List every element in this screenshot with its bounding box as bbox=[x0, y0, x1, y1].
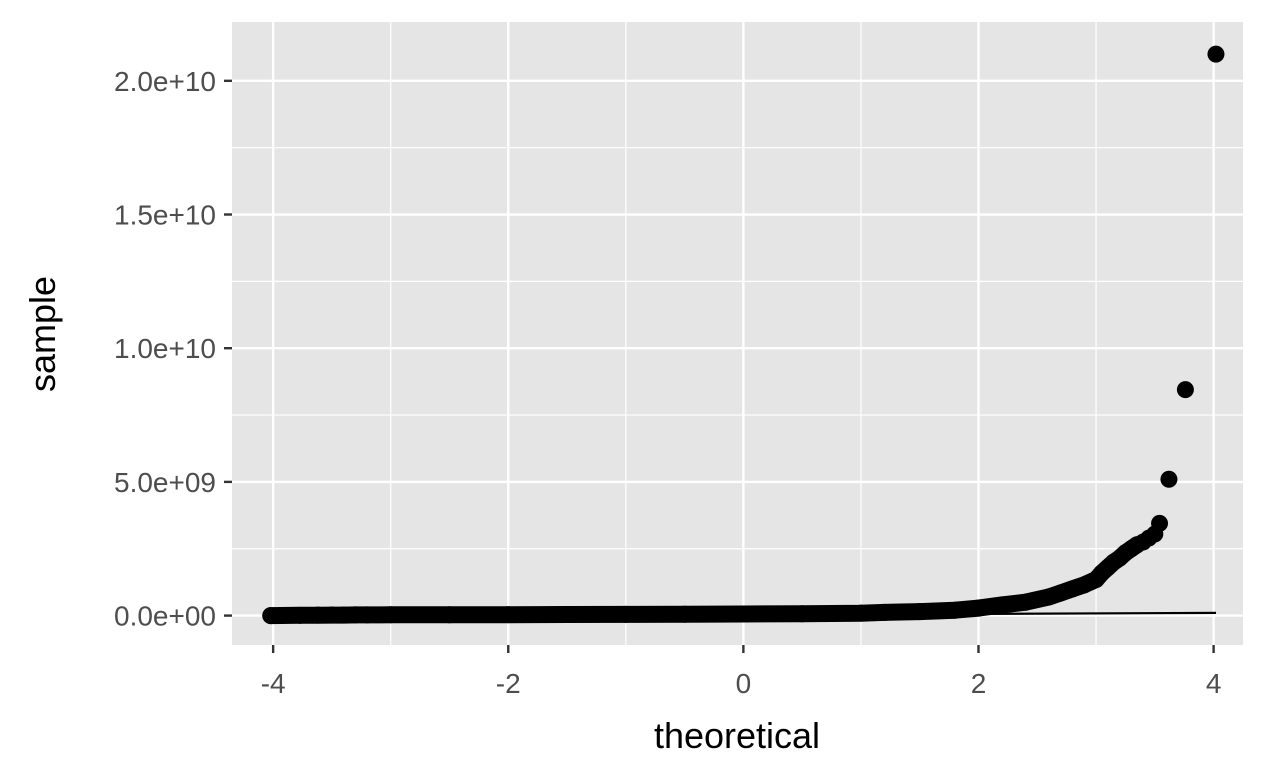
y-tick-label: 1.0e+10 bbox=[114, 333, 216, 364]
data-point bbox=[558, 606, 576, 624]
y-axis-title: sample bbox=[22, 276, 63, 392]
data-point bbox=[617, 605, 635, 623]
data-point bbox=[262, 607, 280, 625]
data-point bbox=[291, 606, 309, 624]
x-tick-label: 0 bbox=[736, 668, 752, 699]
data-points bbox=[262, 45, 1225, 625]
data-point bbox=[346, 606, 364, 624]
data-point bbox=[1017, 593, 1035, 611]
data-point bbox=[993, 596, 1011, 614]
data-point bbox=[335, 606, 353, 624]
data-point bbox=[852, 604, 870, 622]
x-axis-title: theoretical bbox=[654, 715, 820, 756]
panel-background bbox=[232, 22, 1243, 645]
x-tick-label: 2 bbox=[971, 668, 987, 699]
data-point bbox=[499, 606, 517, 624]
data-point bbox=[1160, 470, 1178, 488]
data-point bbox=[1151, 514, 1169, 532]
data-point bbox=[382, 606, 400, 624]
x-tick-label: -2 bbox=[496, 668, 521, 699]
data-point bbox=[676, 605, 694, 623]
data-point bbox=[358, 606, 376, 624]
data-point bbox=[1207, 45, 1225, 63]
y-tick-label: 0.0e+00 bbox=[114, 601, 216, 632]
minor-gridlines bbox=[232, 22, 1243, 645]
data-point bbox=[309, 606, 327, 624]
y-tick-label: 1.5e+10 bbox=[114, 200, 216, 231]
data-point bbox=[793, 605, 811, 623]
data-point bbox=[911, 603, 929, 621]
data-point bbox=[1176, 381, 1194, 399]
data-point bbox=[946, 601, 964, 619]
data-point bbox=[734, 605, 752, 623]
y-tick-label: 5.0e+09 bbox=[114, 467, 216, 498]
data-point bbox=[969, 599, 987, 617]
y-axis: 0.0e+00 5.0e+09 1.0e+10 1.5e+10 2.0e+10 bbox=[114, 66, 232, 632]
x-tick-label: -4 bbox=[261, 668, 286, 699]
x-axis: -4 -2 0 2 4 bbox=[261, 645, 1222, 699]
y-tick-label: 2.0e+10 bbox=[114, 66, 216, 97]
x-tick-label: 4 bbox=[1206, 668, 1222, 699]
data-point bbox=[440, 606, 458, 624]
data-point bbox=[323, 606, 341, 624]
data-point bbox=[875, 603, 893, 621]
